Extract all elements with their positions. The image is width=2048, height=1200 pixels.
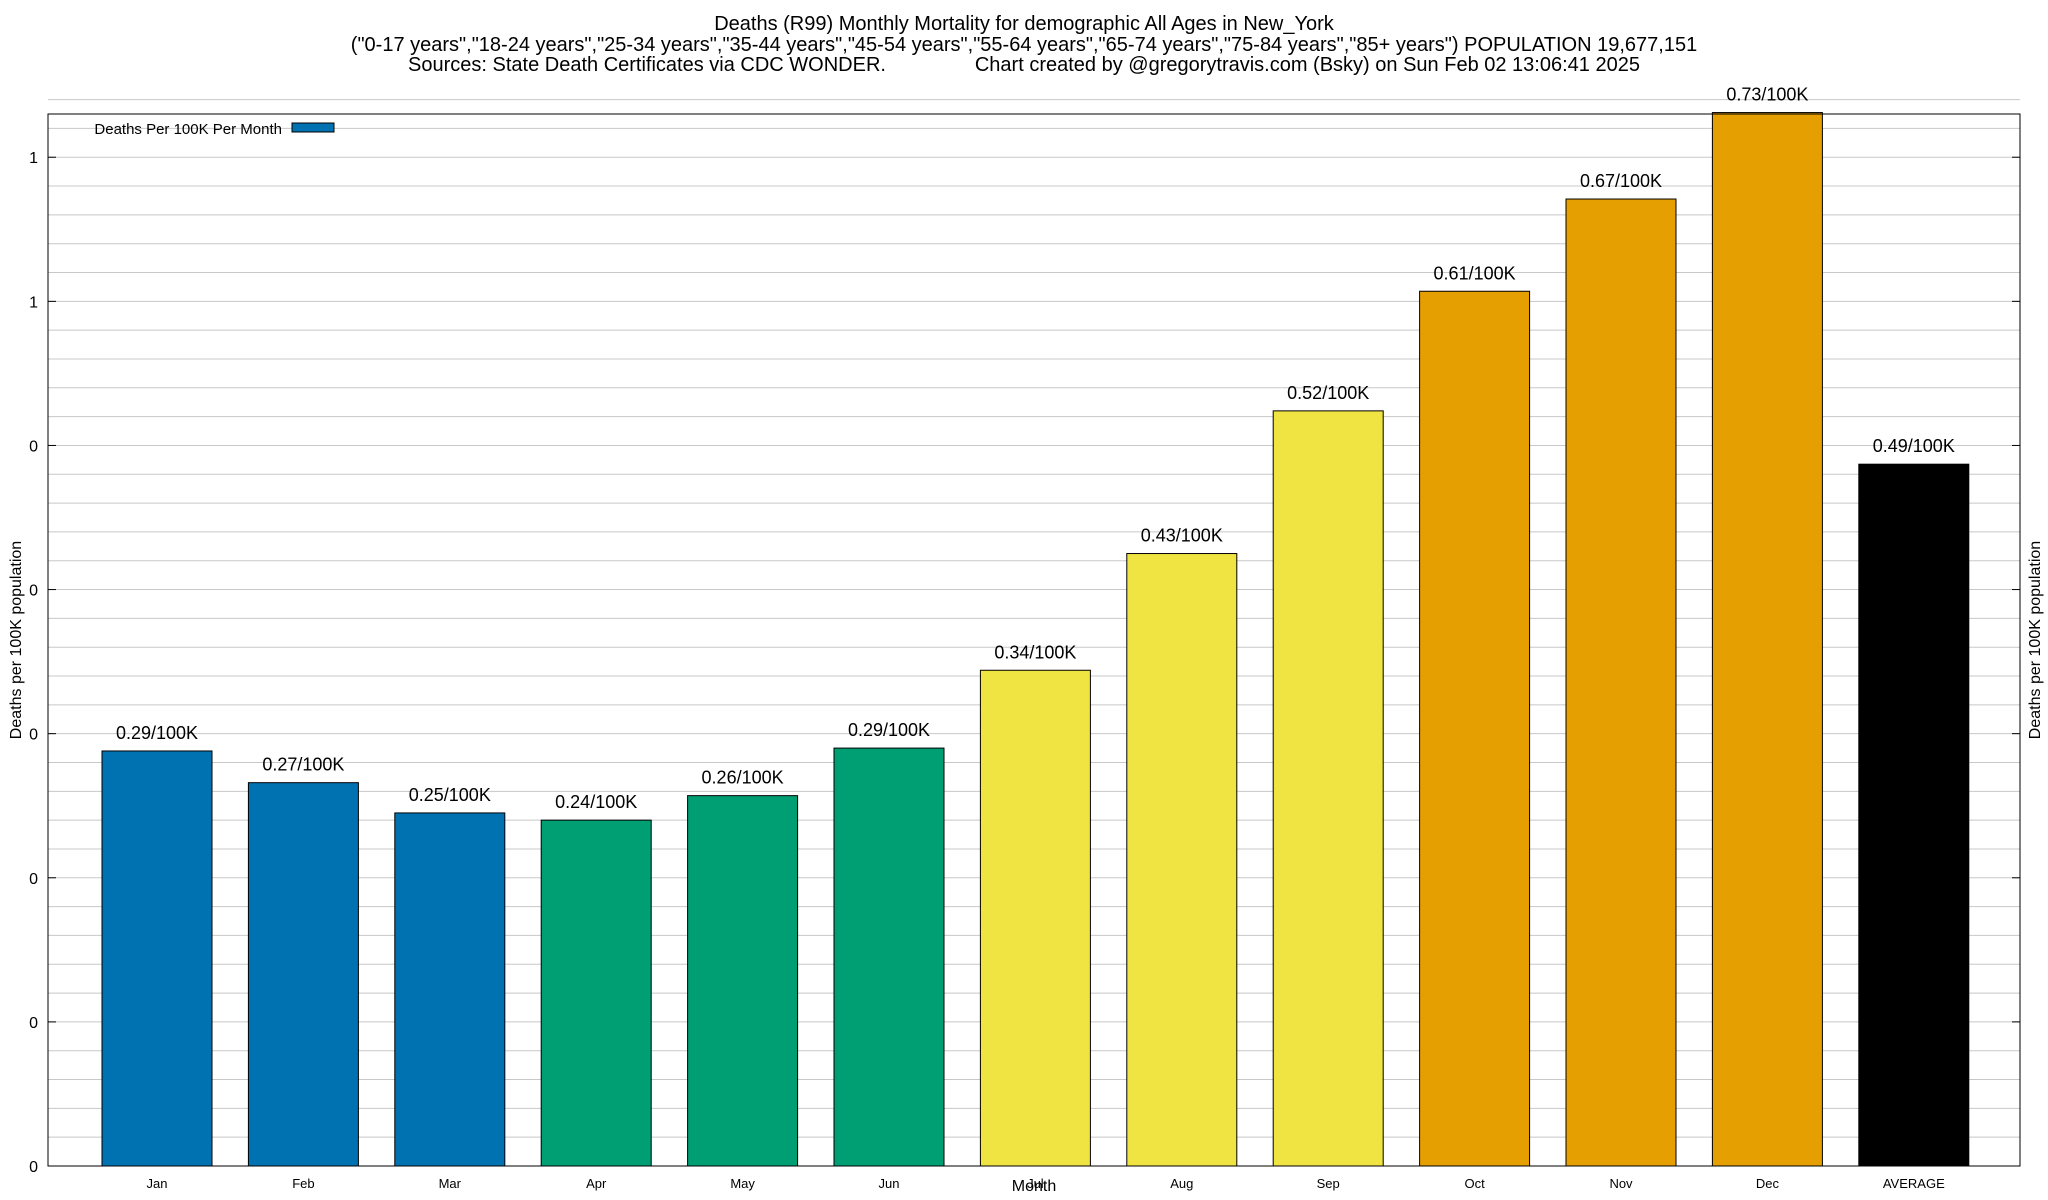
y-tick-label: 1 [29,294,38,311]
bar-mar [394,812,506,1167]
bar-oct [1419,290,1531,1167]
x-tick-label: AVERAGE [1883,1176,1945,1191]
bar-average [1858,463,1970,1167]
data-label: 0.34/100K [994,642,1076,662]
x-tick-label: May [730,1176,755,1191]
bar-jun [833,747,945,1167]
y-axis-label-right: Deaths per 100K population [2027,541,2044,739]
x-tick-label: Jun [879,1176,900,1191]
bar-feb [247,782,359,1167]
y-tick-label: 0 [29,583,38,600]
x-axis-label: Month [1012,1178,1056,1195]
data-label: 0.49/100K [1873,436,1955,456]
legend-label: Deaths Per 100K Per Month [94,121,282,138]
y-tick-label: 0 [29,871,38,888]
bar-aug [1126,553,1238,1167]
y-tick-label: 0 [29,727,38,744]
data-label: 0.43/100K [1141,526,1223,546]
y-tick-label: 0 [29,438,38,455]
legend-swatch [291,122,335,133]
data-label: 0.27/100K [262,755,344,775]
data-label: 0.61/100K [1434,263,1516,283]
data-label: 0.25/100K [409,785,491,805]
y-tick-label: 0 [29,1159,38,1176]
data-label: 0.24/100K [555,792,637,812]
data-label: 0.29/100K [848,720,930,740]
x-tick-label: Sep [1317,1176,1340,1191]
y-tick-label: 1 [29,150,38,167]
x-tick-label: Feb [292,1176,314,1191]
bar-jul [979,669,1091,1167]
data-label: 0.73/100K [1726,85,1808,105]
y-axis-label-left: Deaths per 100K population [8,541,25,739]
bar-jan [101,750,213,1167]
bar-sep [1272,410,1384,1167]
bar-dec [1711,112,1823,1167]
x-tick-label: Dec [1756,1176,1780,1191]
x-tick-label: Jul [1027,1176,1044,1191]
data-label: 0.67/100K [1580,171,1662,191]
labels-group: 0 0 0 0 0 0 1 1 0.29/100K Jan 0.27/100K Feb 0.25/100… [29,85,2020,1191]
chart-title-line-2: ("0-17 years","18-24 years","25-34 years… [350,34,1698,56]
x-tick-label: Oct [1464,1176,1485,1191]
y-tick-label: 0 [29,1015,38,1032]
chart-title-line-3: Sources: State Death Certificates via CD… [408,54,1640,76]
data-label: 0.26/100K [702,768,784,788]
x-tick-label: Apr [586,1176,607,1191]
legend: Deaths Per 100K Per Month [94,121,335,138]
x-tick-label: Aug [1170,1176,1193,1191]
bar-apr [540,819,652,1167]
data-label: 0.29/100K [116,723,198,743]
x-tick-label: Nov [1609,1176,1633,1191]
x-tick-label: Mar [439,1176,462,1191]
bar-nov [1565,198,1677,1167]
plot-frame [47,113,2021,1167]
data-label: 0.52/100K [1287,383,1369,403]
bar-may [687,795,799,1167]
bars-group [101,112,1970,1167]
x-tick-label: Jan [147,1176,168,1191]
chart-title-line-1: Deaths (R99) Monthly Mortality for demog… [714,13,1334,35]
